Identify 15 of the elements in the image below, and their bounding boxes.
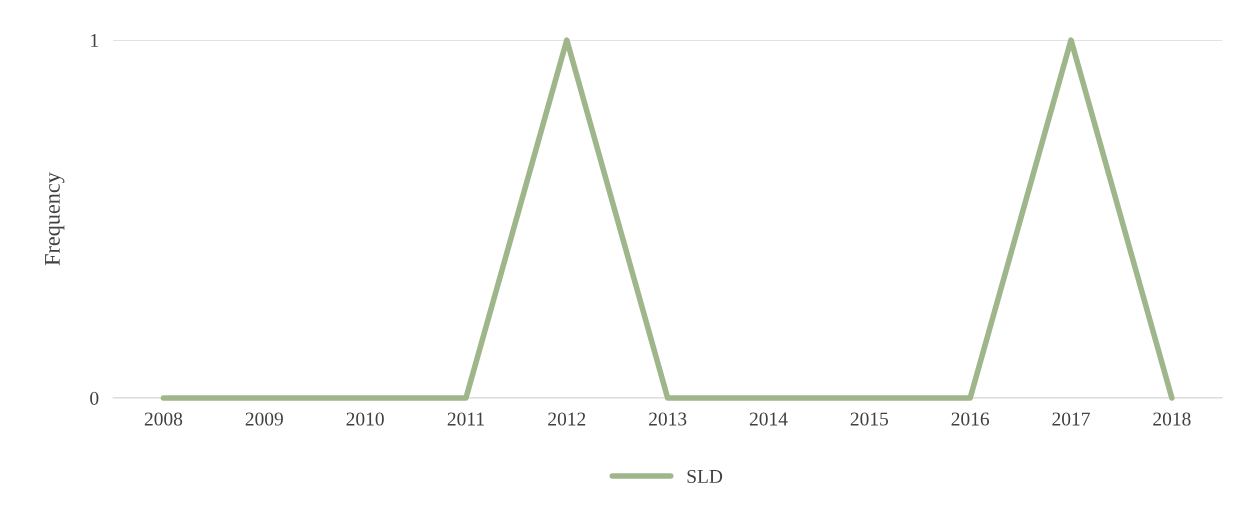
x-tick-label: 2013: [649, 412, 687, 426]
x-tick-label: 2018: [1153, 412, 1191, 426]
x-tick-label: 2010: [346, 412, 384, 426]
x-tick-label: 2014: [749, 412, 788, 426]
x-tick-label: 2009: [245, 412, 283, 426]
y-tick-label: 1: [91, 33, 98, 47]
y-axis-title: Frequency: [45, 172, 65, 266]
x-tick-label: 2012: [548, 412, 586, 426]
x-tick-label: 2015: [850, 412, 889, 426]
x-tick-label: 2016: [951, 412, 990, 426]
legend-label: SLD: [687, 469, 723, 483]
x-tick-label: 2011: [447, 412, 484, 426]
x-tick-label: 2008: [144, 412, 183, 426]
x-tick-label: 2017: [1052, 412, 1090, 426]
y-tick-label: 0: [90, 391, 99, 405]
